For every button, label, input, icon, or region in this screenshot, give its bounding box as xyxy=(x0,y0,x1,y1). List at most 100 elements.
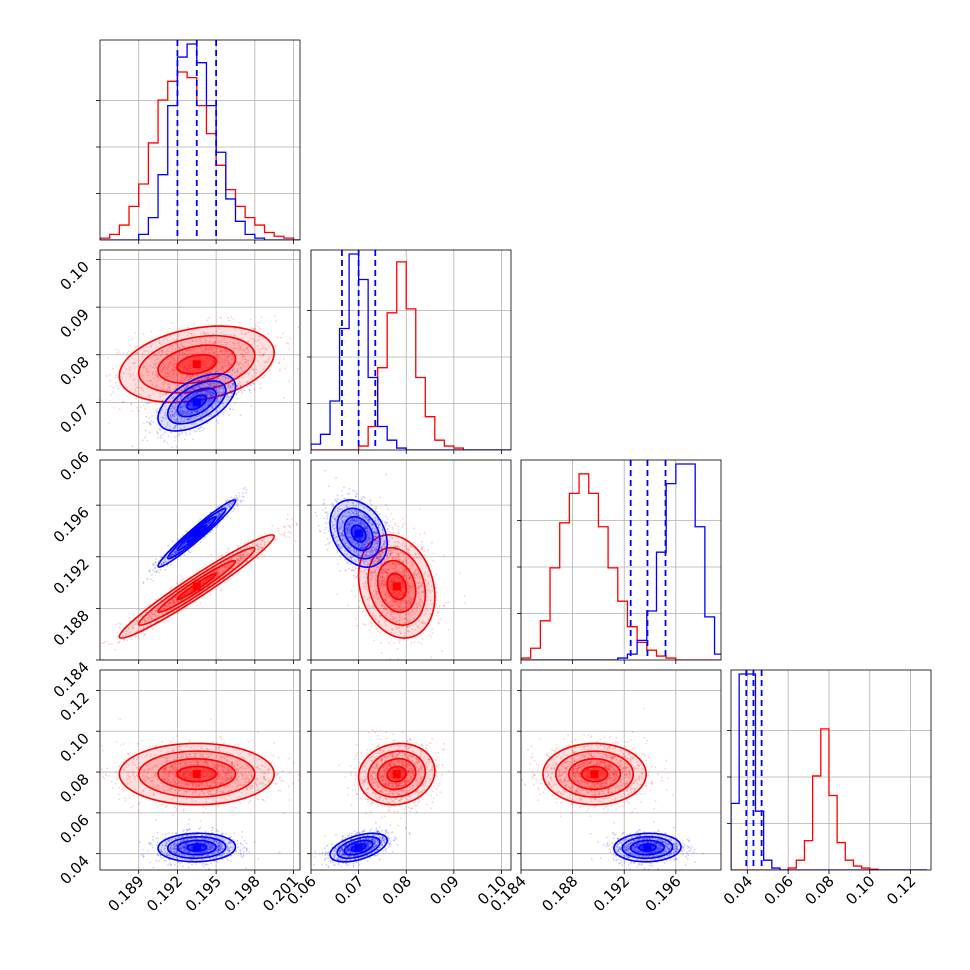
scatter-point-red xyxy=(208,359,211,362)
scatter-point-blue xyxy=(161,416,164,419)
scatter-point-red xyxy=(161,370,164,372)
scatter-point-red xyxy=(170,368,173,371)
scatter-point-blue xyxy=(196,415,199,418)
scatter-point-red xyxy=(168,364,171,367)
scatter-point-red xyxy=(181,377,184,380)
scatter-point-red xyxy=(243,354,245,357)
scatter-point-blue xyxy=(146,421,148,423)
scatter-point-blue xyxy=(202,400,205,403)
scatter-point-blue xyxy=(141,439,144,442)
scatter-point-red xyxy=(236,562,239,564)
scatter-point-red xyxy=(377,630,380,633)
scatter-point-red xyxy=(355,624,358,627)
scatter-point-red xyxy=(241,556,244,559)
scatter-point-red xyxy=(143,618,146,621)
scatter-point-blue xyxy=(204,402,207,405)
scatter-point-red xyxy=(260,335,263,338)
scatter-point-red xyxy=(282,533,285,536)
scatter-point-red xyxy=(110,643,113,646)
scatter-point-red xyxy=(171,369,174,371)
scatter-point-red xyxy=(141,387,144,390)
scatter-point-red xyxy=(230,362,233,365)
scatter-point-red xyxy=(413,641,416,643)
scatter-point-red xyxy=(253,339,256,342)
scatter-point-red xyxy=(178,352,181,355)
scatter-point-red xyxy=(237,362,240,365)
scatter-point-red xyxy=(191,374,194,377)
scatter-point-red xyxy=(264,361,267,363)
scatter-point-blue xyxy=(214,371,217,374)
scatter-point-red xyxy=(114,376,117,379)
scatter-point-red xyxy=(155,610,158,613)
scatter-point-blue xyxy=(186,417,189,420)
scatter-point-red xyxy=(206,367,209,370)
scatter-point-red xyxy=(239,366,242,369)
scatter-point-blue xyxy=(216,400,219,402)
scatter-point-red xyxy=(209,366,212,368)
scatter-point-red xyxy=(162,340,165,342)
scatter-point-red xyxy=(145,611,148,614)
scatter-point-red xyxy=(149,364,152,367)
scatter-point-blue xyxy=(153,566,156,569)
scatter-point-red xyxy=(398,639,401,642)
scatter-point-red xyxy=(205,355,208,358)
scatter-point-red xyxy=(143,619,146,621)
scatter-point-blue xyxy=(233,508,236,510)
scatter-point-red xyxy=(166,338,169,341)
scatter-point-blue xyxy=(184,392,187,395)
scatter-point-red xyxy=(232,341,235,344)
scatter-point-blue xyxy=(234,402,237,405)
scatter-point-blue xyxy=(209,531,212,534)
scatter-point-red xyxy=(186,368,189,371)
scatter-point-red xyxy=(125,629,128,632)
scatter-point-red xyxy=(224,569,227,572)
scatter-point-red xyxy=(154,364,156,367)
scatter-point-red xyxy=(178,385,181,387)
scatter-point-red xyxy=(227,548,230,550)
scatter-point-red xyxy=(189,364,192,367)
scatter-point-blue xyxy=(232,408,234,411)
scatter-point-red xyxy=(146,380,149,382)
scatter-point-red xyxy=(126,639,129,642)
scatter-point-red xyxy=(168,619,170,622)
scatter-point-red xyxy=(260,546,263,549)
scatter-point-blue xyxy=(165,408,168,411)
scatter-point-red xyxy=(198,355,200,358)
scatter-point-red xyxy=(133,621,136,624)
scatter-point-red xyxy=(202,364,205,367)
scatter-point-red xyxy=(169,602,172,604)
scatter-point-red xyxy=(219,589,222,592)
scatter-point-red xyxy=(155,373,158,376)
scatter-point-blue xyxy=(171,409,174,412)
scatter-point-blue xyxy=(193,430,196,433)
scatter-point-blue xyxy=(210,399,212,402)
scatter-point-blue xyxy=(206,394,209,397)
scatter-point-red xyxy=(250,548,253,551)
scatter-point-red xyxy=(251,378,254,381)
scatter-point-red xyxy=(208,370,211,373)
scatter-point-blue xyxy=(160,410,163,413)
scatter-point-red xyxy=(347,561,350,564)
scatter-point-red xyxy=(139,393,141,396)
scatter-point-blue xyxy=(207,383,210,386)
scatter-point-red xyxy=(156,376,159,379)
scatter-point-red xyxy=(157,606,160,608)
scatter-point-red xyxy=(159,395,162,398)
scatter-point-blue xyxy=(230,391,233,394)
scatter-point-red xyxy=(264,549,266,552)
scatter-point-red xyxy=(180,337,183,340)
scatter-point-red xyxy=(220,350,223,353)
scatter-point-red xyxy=(190,349,193,351)
scatter-point-red xyxy=(212,368,214,370)
scatter-point-red xyxy=(241,344,244,346)
scatter-point-blue xyxy=(224,381,227,384)
scatter-point-red xyxy=(188,374,191,377)
scatter-point-red xyxy=(255,544,258,547)
scatter-point-red xyxy=(223,561,225,564)
scatter-point-red xyxy=(191,353,194,355)
scatter-point-red xyxy=(164,369,167,371)
scatter-point-blue xyxy=(220,395,222,398)
scatter-point-red xyxy=(374,624,377,627)
scatter-point-red xyxy=(291,523,294,526)
